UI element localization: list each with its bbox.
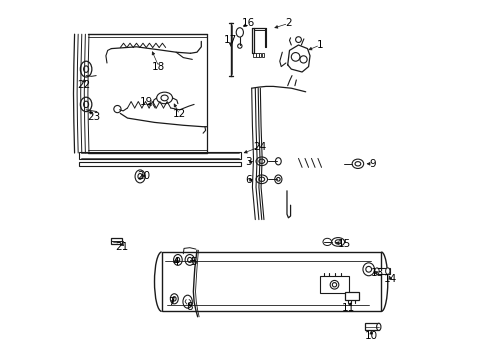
Ellipse shape bbox=[256, 157, 267, 166]
Ellipse shape bbox=[258, 177, 264, 181]
Bar bbox=[365, 323, 378, 330]
Text: 4: 4 bbox=[172, 257, 178, 267]
Ellipse shape bbox=[322, 238, 331, 246]
Ellipse shape bbox=[83, 66, 88, 72]
Text: 11: 11 bbox=[342, 303, 355, 313]
Ellipse shape bbox=[172, 297, 176, 301]
Ellipse shape bbox=[331, 238, 344, 246]
Bar bbox=[256, 53, 258, 57]
Text: 20: 20 bbox=[137, 171, 150, 181]
Ellipse shape bbox=[135, 170, 145, 183]
Text: 21: 21 bbox=[115, 242, 128, 252]
Bar bbox=[376, 268, 389, 274]
Ellipse shape bbox=[385, 268, 389, 274]
Ellipse shape bbox=[237, 44, 242, 48]
Text: 3: 3 bbox=[244, 157, 251, 167]
Text: 8: 8 bbox=[186, 302, 193, 312]
Ellipse shape bbox=[156, 92, 172, 104]
Bar bbox=[79, 152, 241, 159]
Ellipse shape bbox=[374, 268, 378, 274]
Ellipse shape bbox=[185, 255, 194, 265]
Bar bbox=[320, 276, 348, 293]
Text: 19: 19 bbox=[140, 96, 153, 107]
Ellipse shape bbox=[299, 56, 306, 63]
Ellipse shape bbox=[365, 266, 371, 272]
Ellipse shape bbox=[354, 162, 360, 166]
Ellipse shape bbox=[236, 28, 243, 37]
Ellipse shape bbox=[176, 257, 179, 262]
Text: 2: 2 bbox=[285, 18, 291, 28]
Text: 10: 10 bbox=[364, 330, 377, 341]
Ellipse shape bbox=[80, 97, 92, 112]
Text: 14: 14 bbox=[383, 274, 396, 284]
Ellipse shape bbox=[276, 177, 280, 181]
Text: 17: 17 bbox=[224, 35, 237, 45]
Text: 12: 12 bbox=[173, 109, 186, 120]
Ellipse shape bbox=[376, 323, 380, 330]
Ellipse shape bbox=[183, 295, 192, 308]
Ellipse shape bbox=[170, 294, 178, 304]
Text: 22: 22 bbox=[78, 80, 91, 90]
Text: 23: 23 bbox=[87, 112, 101, 122]
Ellipse shape bbox=[161, 95, 168, 101]
Ellipse shape bbox=[275, 158, 281, 165]
Text: 13: 13 bbox=[369, 268, 383, 278]
Ellipse shape bbox=[295, 37, 301, 42]
Ellipse shape bbox=[114, 105, 121, 113]
Text: 5: 5 bbox=[190, 257, 196, 267]
Text: 9: 9 bbox=[368, 159, 375, 169]
Ellipse shape bbox=[362, 263, 374, 276]
Bar bbox=[79, 162, 241, 166]
Text: 6: 6 bbox=[244, 175, 251, 185]
Text: 1: 1 bbox=[316, 40, 323, 50]
Text: 18: 18 bbox=[152, 62, 165, 72]
Bar bbox=[345, 292, 358, 300]
Ellipse shape bbox=[187, 257, 192, 262]
Bar bbox=[162, 252, 381, 311]
Ellipse shape bbox=[351, 159, 363, 168]
Ellipse shape bbox=[329, 280, 338, 289]
Text: 16: 16 bbox=[241, 18, 254, 28]
Ellipse shape bbox=[138, 174, 142, 179]
Ellipse shape bbox=[332, 283, 336, 287]
Ellipse shape bbox=[291, 53, 299, 61]
Bar bbox=[259, 53, 261, 57]
Bar bbox=[253, 53, 255, 57]
Bar bbox=[111, 238, 122, 244]
Ellipse shape bbox=[173, 255, 182, 265]
Ellipse shape bbox=[80, 61, 92, 77]
Bar bbox=[262, 53, 264, 57]
Ellipse shape bbox=[258, 159, 264, 163]
Ellipse shape bbox=[335, 240, 340, 244]
Ellipse shape bbox=[274, 175, 282, 184]
Text: 7: 7 bbox=[168, 297, 175, 307]
Ellipse shape bbox=[83, 101, 88, 108]
Ellipse shape bbox=[256, 175, 267, 184]
Text: 24: 24 bbox=[252, 142, 265, 152]
Text: 15: 15 bbox=[337, 239, 350, 249]
